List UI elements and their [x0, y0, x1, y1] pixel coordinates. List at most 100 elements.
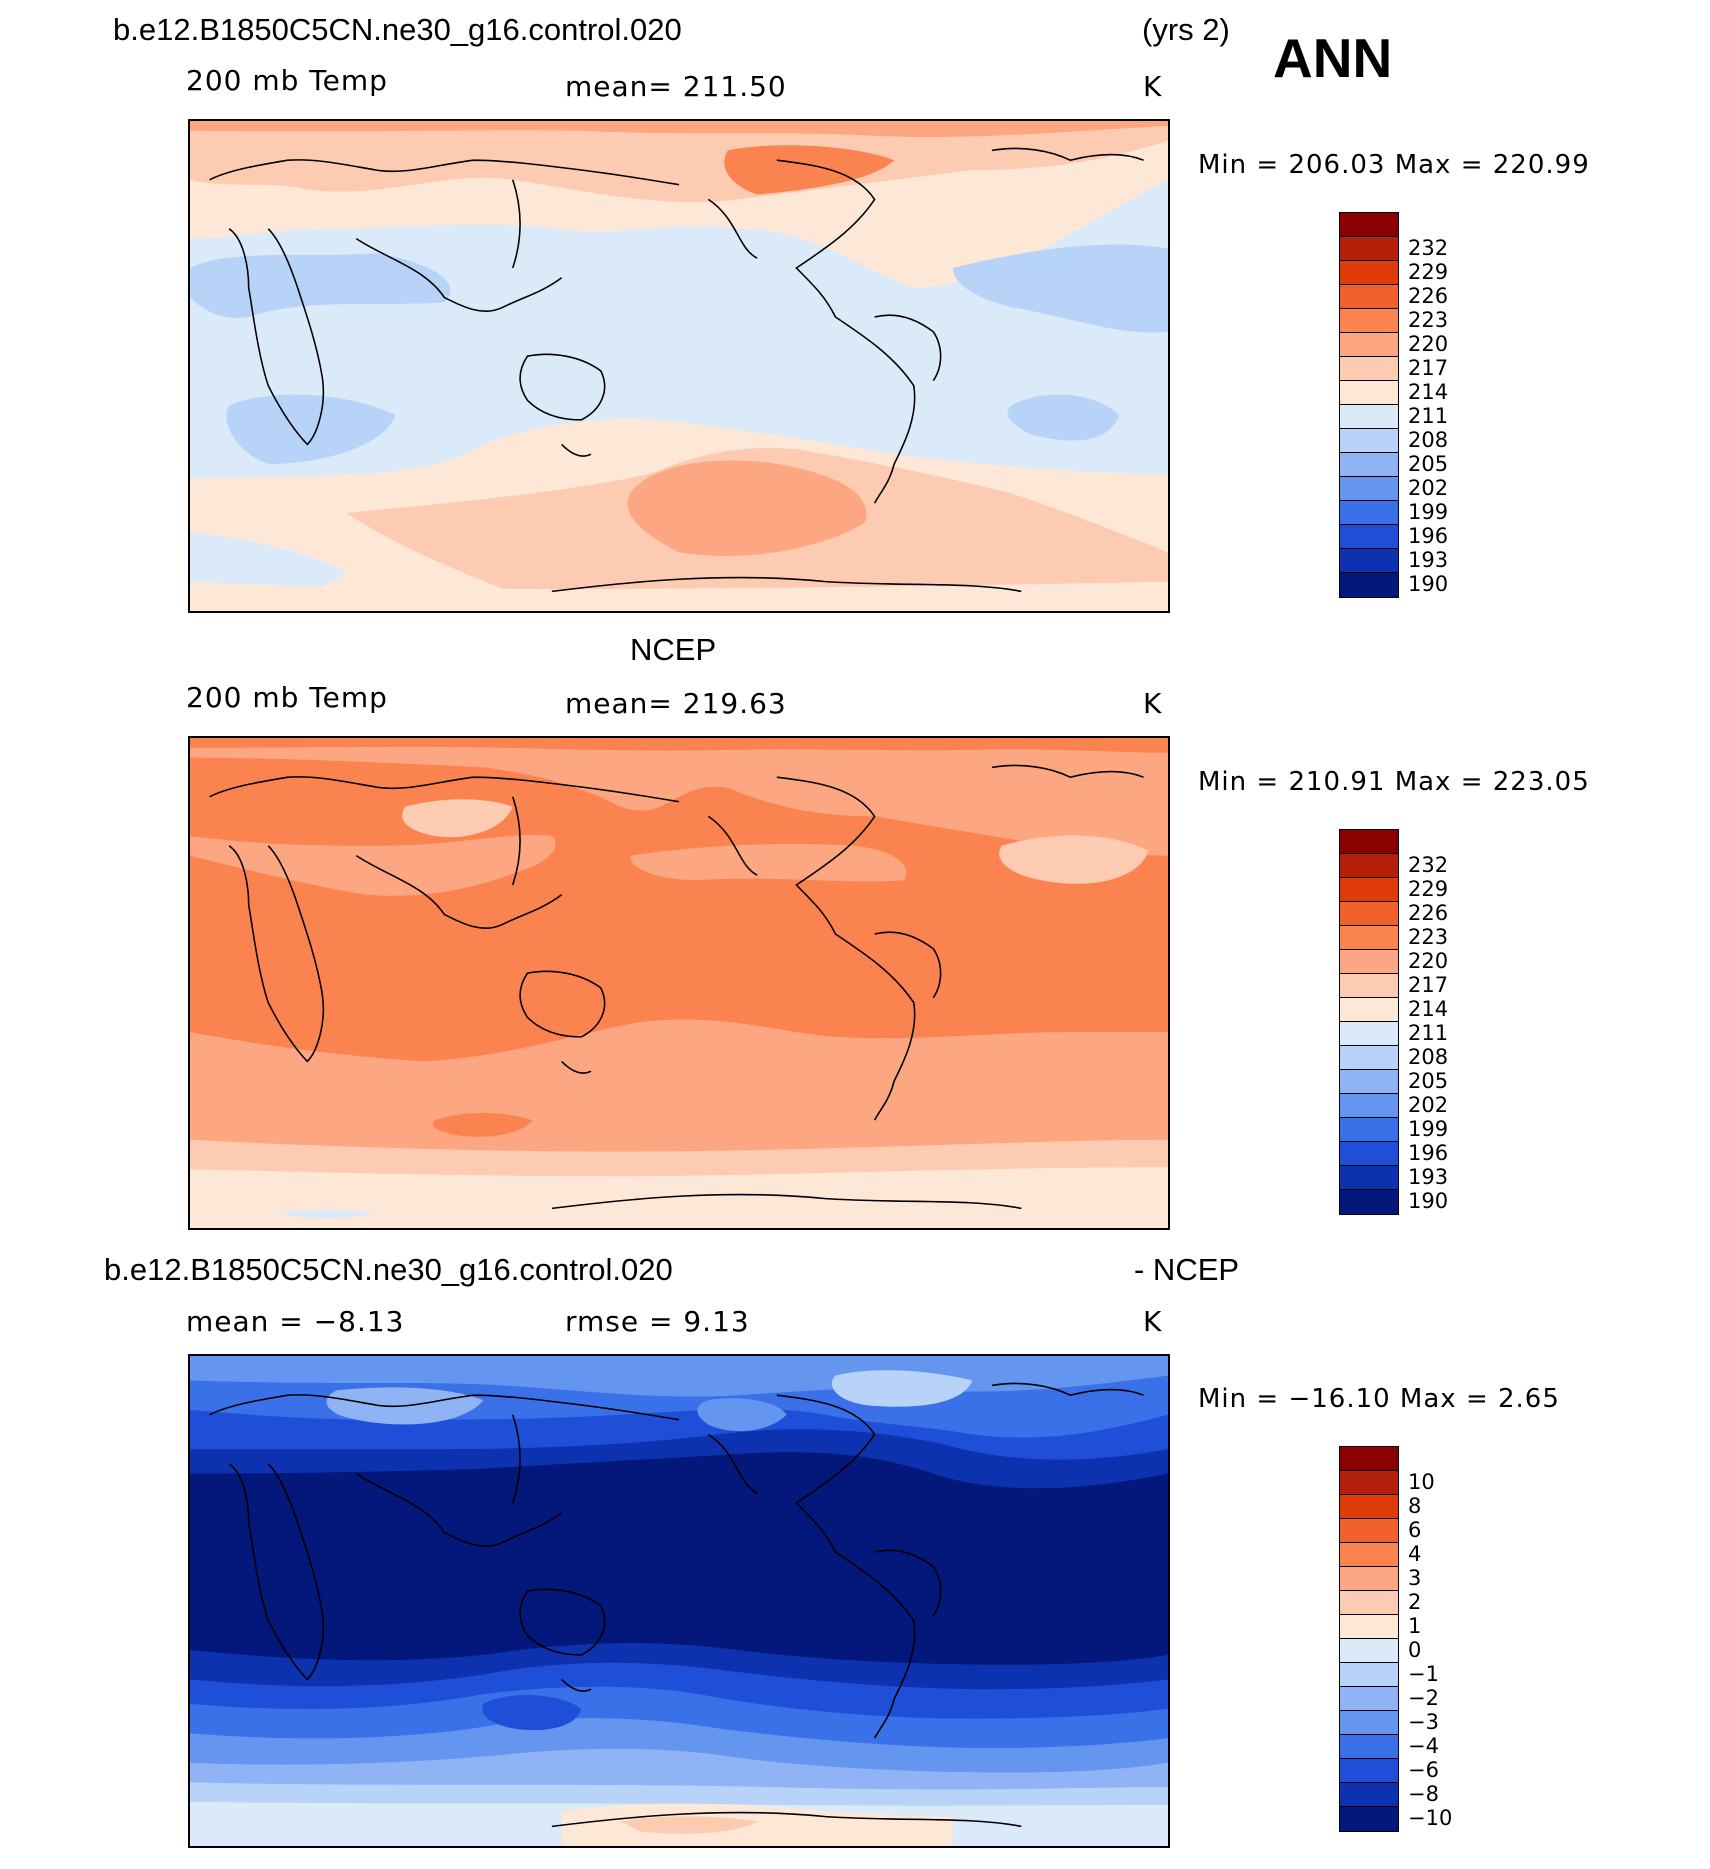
panel3-coastlines [209, 1382, 1144, 1828]
panel3-swatch [1340, 1495, 1398, 1519]
panel3-map [188, 1354, 1170, 1848]
colorbar-label: 193 [1408, 1165, 1449, 1189]
panel3-swatch [1340, 1543, 1398, 1567]
colorbar-label: 229 [1408, 260, 1449, 284]
panel3-colorbar-labels: 10 8 6 4 3 2 1 0 −1 −2 −3 −4 −6 −8 −10 [1408, 1470, 1453, 1842]
colorbar-label: 8 [1408, 1494, 1422, 1518]
panel1-coastlines [209, 147, 1144, 593]
panel3-field [190, 1356, 1168, 1846]
years-label: (yrs 2) [1142, 12, 1230, 47]
colorbar-label: 190 [1408, 1189, 1449, 1213]
colorbar-label: 6 [1408, 1518, 1422, 1542]
panel1-map [188, 119, 1170, 613]
panel3-swatch [1340, 1615, 1398, 1639]
panel3-swatch [1340, 1759, 1398, 1783]
colorbar-label: −4 [1408, 1734, 1439, 1758]
colorbar-label: 220 [1408, 949, 1449, 973]
colorbar-label: 232 [1408, 236, 1449, 260]
panel1-swatch [1340, 549, 1398, 573]
colorbar-label: 211 [1408, 404, 1449, 428]
colorbar-label: 220 [1408, 332, 1449, 356]
panel1-swatch [1340, 357, 1398, 381]
colorbar-label: −8 [1408, 1782, 1439, 1806]
colorbar-label: 232 [1408, 853, 1449, 877]
colorbar-label: 223 [1408, 308, 1449, 332]
colorbar-label: 208 [1408, 428, 1449, 452]
colorbar-label: 217 [1408, 356, 1449, 380]
panel2-variable: 200 mb Temp [186, 681, 388, 714]
panel2-swatch [1340, 1166, 1398, 1190]
panel1-swatch [1340, 501, 1398, 525]
panel2-colorbar [1339, 829, 1399, 1215]
panel2-swatch [1340, 1094, 1398, 1118]
panel3-mean: mean = −8.13 [186, 1305, 405, 1338]
colorbar-label: 196 [1408, 1141, 1449, 1165]
panel3-swatch [1340, 1567, 1398, 1591]
colorbar-label: 199 [1408, 500, 1449, 524]
panel1-swatch [1340, 261, 1398, 285]
panel2-minmax: Min = 210.91 Max = 223.05 [1198, 767, 1590, 797]
panel2-swatch [1340, 1142, 1398, 1166]
panel3-minmax: Min = −16.10 Max = 2.65 [1198, 1384, 1560, 1414]
panel3-swatch [1340, 1447, 1398, 1471]
colorbar-label: 4 [1408, 1542, 1422, 1566]
colorbar-label: 211 [1408, 1021, 1449, 1045]
panel3-colorbar [1339, 1446, 1399, 1832]
panel3-swatch [1340, 1687, 1398, 1711]
colorbar-label: 0 [1408, 1638, 1422, 1662]
colorbar-label: 223 [1408, 925, 1449, 949]
panel2-swatch [1340, 926, 1398, 950]
panel2-map [188, 736, 1170, 1230]
colorbar-label: 214 [1408, 997, 1449, 1021]
panel3-swatch [1340, 1591, 1398, 1615]
panel2-field [190, 738, 1168, 1228]
panel2-swatch [1340, 902, 1398, 926]
colorbar-label: 196 [1408, 524, 1449, 548]
panel2-title: NCEP [630, 632, 717, 667]
panel2-swatch [1340, 854, 1398, 878]
panel2-swatch [1340, 1022, 1398, 1046]
colorbar-label: 193 [1408, 548, 1449, 572]
colorbar-label: 202 [1408, 476, 1449, 500]
panel1-swatch [1340, 285, 1398, 309]
panel3-swatch [1340, 1807, 1398, 1831]
colorbar-label: 205 [1408, 452, 1449, 476]
colorbar-label: 214 [1408, 380, 1449, 404]
panel3-title-suffix: - NCEP [1134, 1252, 1240, 1287]
colorbar-label: 2 [1408, 1590, 1422, 1614]
colorbar-label: 3 [1408, 1566, 1422, 1590]
colorbar-label: 10 [1408, 1470, 1435, 1494]
colorbar-label: 1 [1408, 1614, 1422, 1638]
colorbar-label: 205 [1408, 1069, 1449, 1093]
panel3-swatch [1340, 1711, 1398, 1735]
colorbar-label: 226 [1408, 284, 1449, 308]
colorbar-label: 190 [1408, 572, 1449, 596]
panel1-swatch [1340, 237, 1398, 261]
panel3-title: b.e12.B1850C5CN.ne30_g16.control.020 [104, 1252, 673, 1287]
panel3-swatch [1340, 1639, 1398, 1663]
colorbar-label: 208 [1408, 1045, 1449, 1069]
panel2-swatch [1340, 830, 1398, 854]
panel2-swatch [1340, 1118, 1398, 1142]
panel1-variable: 200 mb Temp [186, 64, 388, 97]
panel2-swatch [1340, 1190, 1398, 1214]
panel3-swatch [1340, 1519, 1398, 1543]
colorbar-label: −1 [1408, 1662, 1439, 1686]
panel1-colorbar [1339, 212, 1399, 598]
panel2-swatch [1340, 1070, 1398, 1094]
panel1-swatch [1340, 333, 1398, 357]
colorbar-label: −3 [1408, 1710, 1439, 1734]
panel2-units: K [1143, 687, 1163, 720]
panel2-colorbar-labels: 232 229 226 223 220 217 214 211 208 205 … [1408, 853, 1449, 1225]
panel3-units: K [1143, 1305, 1163, 1338]
season-label: ANN [1273, 27, 1393, 89]
colorbar-label: −10 [1408, 1806, 1453, 1830]
panel2-swatch [1340, 1046, 1398, 1070]
case-title: b.e12.B1850C5CN.ne30_g16.control.020 [113, 12, 682, 47]
colorbar-label: 202 [1408, 1093, 1449, 1117]
panel1-swatch [1340, 525, 1398, 549]
panel2-swatch [1340, 974, 1398, 998]
panel3-swatch [1340, 1663, 1398, 1687]
panel1-minmax: Min = 206.03 Max = 220.99 [1198, 150, 1590, 180]
panel2-swatch [1340, 998, 1398, 1022]
